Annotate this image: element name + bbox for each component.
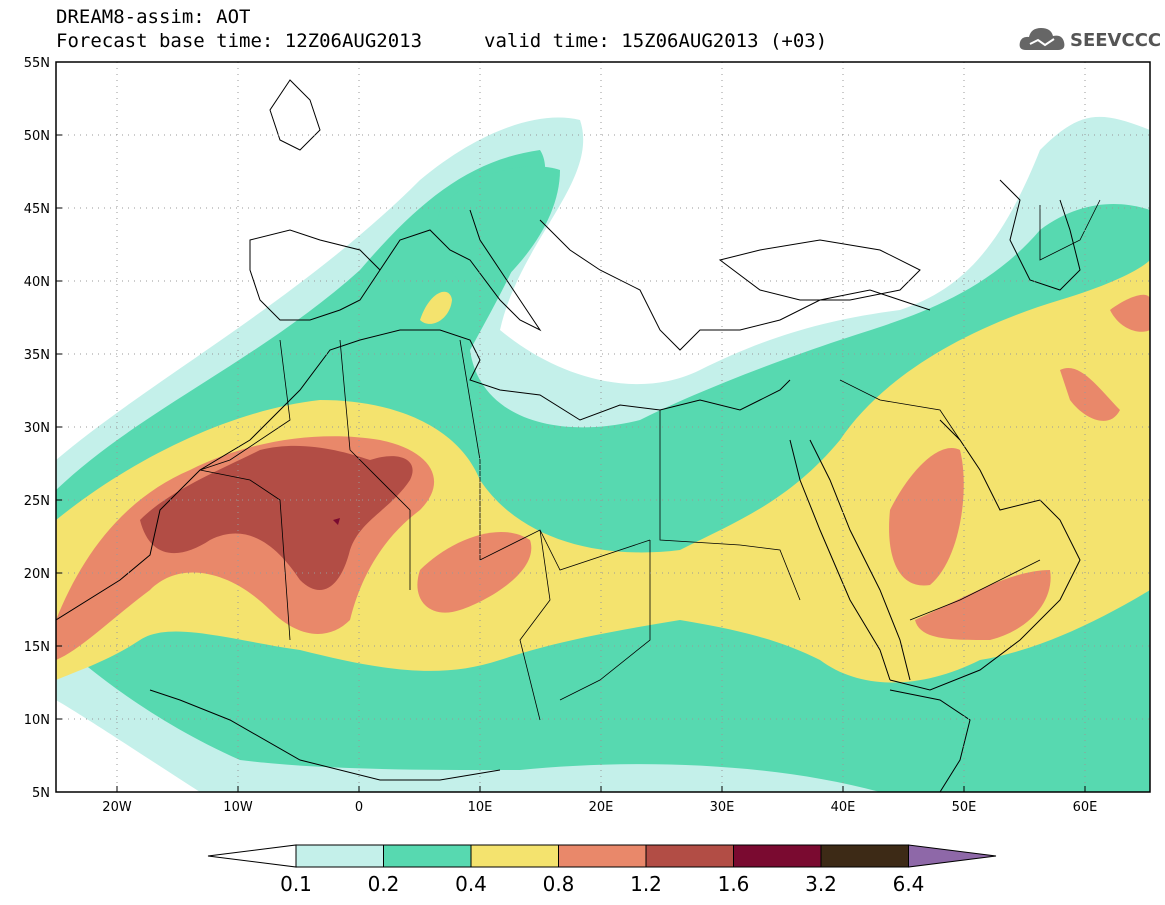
forecast-base-time: Forecast base time: 12Z06AUG2013	[56, 30, 423, 52]
colorbar-label: 0.8	[542, 872, 575, 896]
colorbar-segment	[383, 844, 472, 868]
colorbar-under-arrow	[207, 844, 297, 868]
lon-label: 20E	[589, 800, 614, 815]
lat-label: 55N	[24, 56, 50, 71]
lon-label: 50E	[952, 800, 977, 815]
cloud-icon	[1019, 28, 1065, 50]
lat-label: 15N	[24, 640, 50, 655]
lon-label: 10W	[223, 800, 253, 815]
colorbar-label: 1.6	[717, 872, 750, 896]
lat-label: 45N	[24, 202, 50, 217]
lon-label: 10E	[468, 800, 493, 815]
lat-label: 20N	[24, 567, 50, 582]
longitude-labels: 20W 10W 0 10E 20E 30E 40E 50E 60E	[102, 800, 1097, 815]
aot-contours	[56, 116, 1150, 792]
map-title: DREAM8-assim: AOT	[56, 6, 251, 28]
lat-label: 50N	[24, 129, 50, 144]
axis-ticks	[56, 61, 1086, 793]
colorbar-label: 0.1	[280, 872, 312, 896]
colorbar-segment	[470, 844, 559, 868]
colorbar-segment	[733, 844, 822, 868]
colorbar-label: 0.2	[367, 872, 400, 896]
colorbar-segment	[820, 844, 909, 868]
lon-label: 30E	[710, 800, 735, 815]
country-borders	[199, 199, 1101, 721]
lon-label: 0	[355, 800, 363, 815]
colorbar-label: 1.2	[630, 872, 662, 896]
lon-label: 20W	[102, 800, 132, 815]
colorbar	[207, 844, 997, 868]
valid-time: valid time: 15Z06AUG2013 (+03)	[484, 30, 828, 52]
seevccc-logo: SEEVCCC	[1018, 24, 1162, 54]
logo-text: SEEVCCC	[1070, 30, 1162, 51]
colorbar-segment	[558, 844, 647, 868]
lat-label: 40N	[24, 275, 50, 290]
colorbar-label: 6.4	[892, 872, 925, 896]
colorbar-segment	[295, 844, 384, 868]
lon-label: 60E	[1073, 800, 1098, 815]
colorbar-label: 0.4	[455, 872, 487, 896]
graticule	[56, 62, 1150, 792]
lat-label: 35N	[24, 348, 50, 363]
colorbar-over-arrow	[908, 844, 997, 868]
lat-label: 5N	[32, 786, 50, 801]
colorbar-label: 3.2	[805, 872, 837, 896]
latitude-labels: 5N 10N 15N 20N 25N 30N 35N 40N 45N 50N 5…	[24, 56, 50, 801]
colorbar-segment	[645, 844, 734, 868]
lat-label: 25N	[24, 494, 50, 509]
lat-label: 10N	[24, 713, 50, 728]
lon-label: 40E	[831, 800, 856, 815]
lat-label: 30N	[24, 421, 50, 436]
coastlines	[56, 79, 1081, 792]
